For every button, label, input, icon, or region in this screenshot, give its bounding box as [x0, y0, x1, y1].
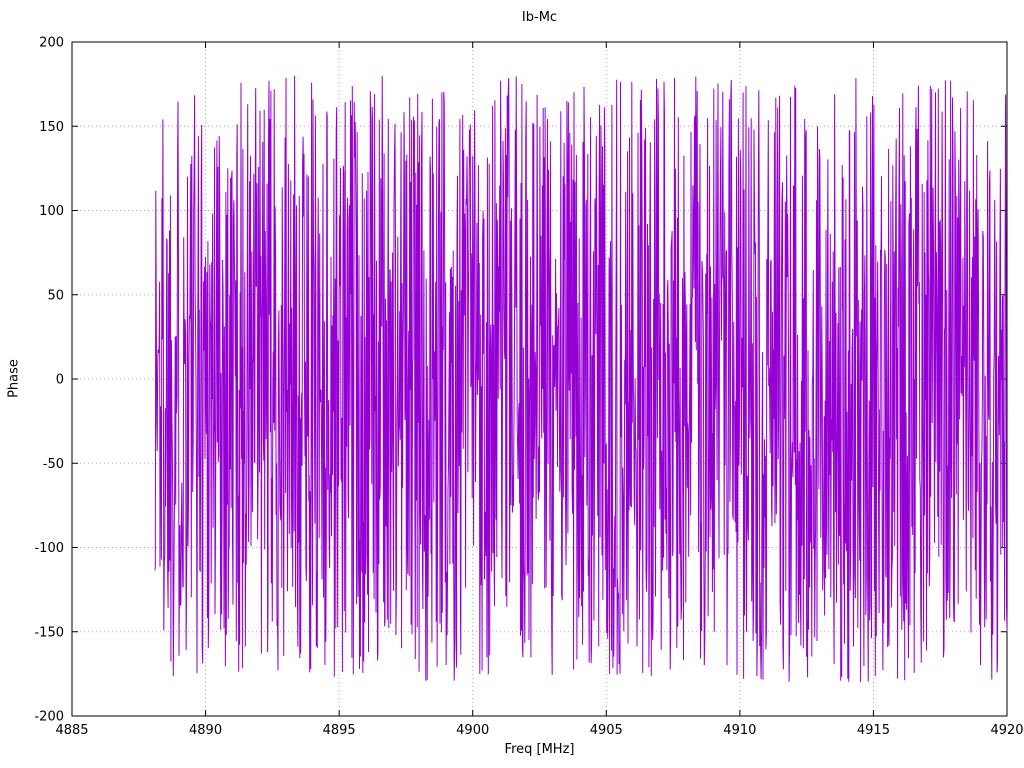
x-axis-label: Freq [MHz]	[504, 742, 575, 757]
x-tick-label: 4905	[590, 723, 623, 738]
y-tick-label: 150	[39, 120, 64, 135]
x-tick-label: 4885	[55, 723, 88, 738]
x-tick-label: 4920	[990, 723, 1023, 738]
x-tick-label: 4915	[857, 723, 890, 738]
y-tick-label: -200	[34, 710, 64, 725]
y-tick-label: 50	[47, 288, 64, 303]
x-tick-label: 4890	[189, 723, 222, 738]
y-tick-label: -150	[34, 625, 64, 640]
y-tick-label: 100	[39, 204, 64, 219]
x-tick-label: 4895	[323, 723, 356, 738]
x-tick-label: 4910	[723, 723, 756, 738]
y-tick-label: 0	[56, 373, 64, 388]
y-tick-label: -50	[43, 457, 64, 472]
plot-border	[71, 41, 1008, 717]
y-tick-label: -100	[34, 541, 64, 556]
phase-series-line	[154, 75, 1008, 683]
chart-title: Ib-Mc	[521, 10, 558, 25]
y-tick-label: 200	[39, 36, 64, 51]
x-tick-label: 4900	[456, 723, 489, 738]
